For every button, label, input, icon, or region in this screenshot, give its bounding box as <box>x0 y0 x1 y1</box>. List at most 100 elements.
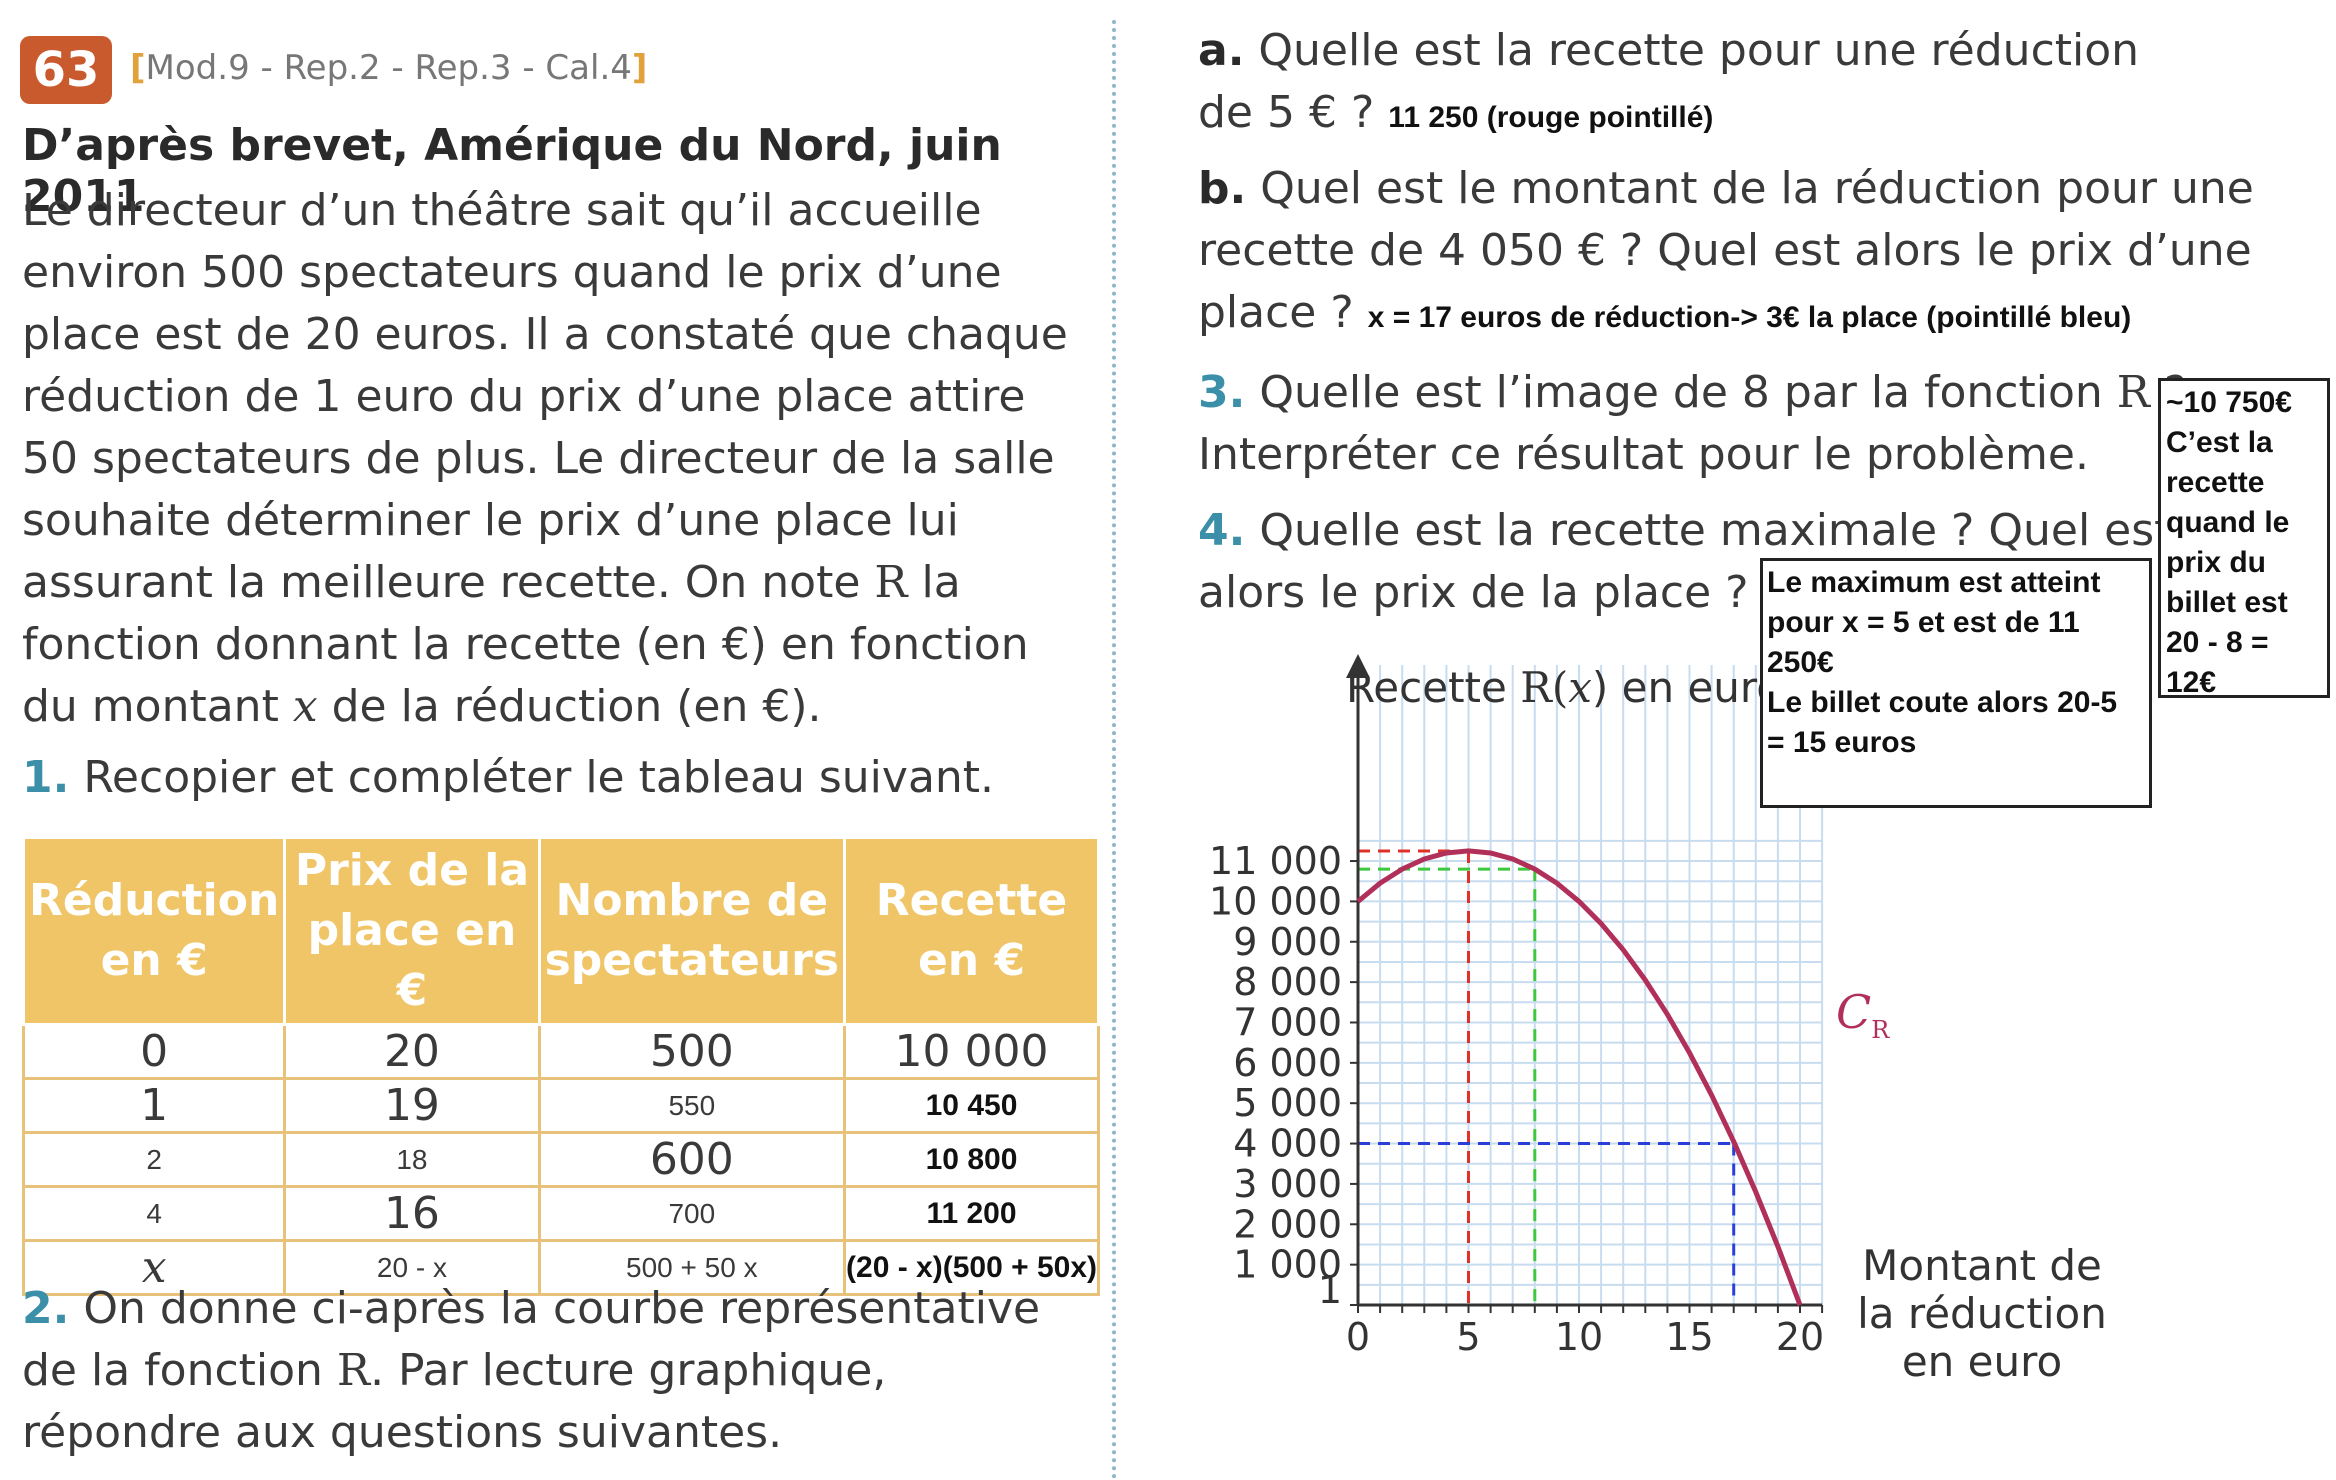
chart-grid <box>1357 665 1824 1306</box>
exercise-title: D’après brevet, Amérique du Nord, juin 2… <box>22 120 1002 222</box>
answer-4-line: = 15 euros <box>1767 726 1917 759</box>
question-4-text: Quelle est la recette maximale ? Quel es… <box>1198 505 2172 618</box>
answer-3-line: prix du <box>2166 546 2267 579</box>
question-3-text: Quelle est l’image de 8 par la fonction <box>1245 367 2117 418</box>
question-1-number: 1. <box>22 752 70 803</box>
table-cell: 1 <box>21 1077 287 1134</box>
table-row: 0 20 500 10 000 <box>21 1023 1100 1080</box>
table-cell-handwritten: 11 200 <box>843 1185 1100 1242</box>
table-cell: x <box>21 1239 287 1296</box>
question-4-number: 4. <box>1198 505 1246 556</box>
table-row: 2 18 600 10 800 <box>21 1131 1100 1188</box>
curve-label: CR <box>1836 985 1890 1044</box>
x-tick-label: 20 <box>1776 1315 1824 1359</box>
x-axis-label: Montant de la réduction en euro <box>1857 1241 2107 1386</box>
table-cell-handwritten: 20 - x <box>283 1239 541 1296</box>
x-tick-label: 0 <box>1346 1315 1370 1359</box>
y-tick-label: 4 000 <box>1233 1122 1342 1166</box>
y-tick-label: 10 000 <box>1209 879 1342 923</box>
exercise-number-badge: 63 <box>20 36 112 104</box>
question-1-text: Recopier et compléter le tableau suivant… <box>69 752 995 803</box>
x-tick-label: 10 <box>1555 1315 1603 1359</box>
answer-box-question-4: Le maximum est atteint pour x = 5 et est… <box>1760 558 2152 808</box>
function-symbol-R: R <box>2116 367 2150 418</box>
answer-box-question-3: ~10 750€ C’est la recette quand le prix … <box>2158 378 2330 699</box>
table-cell-handwritten: (20 - x)(500 + 50x) <box>843 1239 1100 1296</box>
answer-2a: 11 250 (rouge pointillé) <box>1388 101 1714 134</box>
question-2b-label: b. <box>1198 163 1247 214</box>
table-cell: 500 <box>537 1023 847 1080</box>
table-cell-handwritten: 700 <box>537 1185 847 1242</box>
header-spectators: Nombre de spectateurs <box>537 836 847 1026</box>
table-row: x 20 - x 500 + 50 x (20 - x)(500 + 50x) <box>21 1239 1100 1296</box>
question-2a: a. Quelle est la recette pour une réduct… <box>1198 20 2198 149</box>
function-symbol-R: R <box>874 557 908 608</box>
y-tick-label: 1 <box>1318 1268 1342 1312</box>
y-tick-label: 1 000 <box>1233 1243 1342 1287</box>
question-2a-text: Quelle est la recette pour une réduction… <box>1198 25 2140 138</box>
skill-references-text: Mod.9 - Rep.2 - Rep.3 - Cal.4 <box>145 48 632 88</box>
question-4: 4. Quelle est la recette maximale ? Quel… <box>1198 500 2198 624</box>
question-2: 2. On donne ci-après la courbe représent… <box>22 1278 1082 1464</box>
answer-4-line: pour x = 5 et est de 11 <box>1767 606 2080 639</box>
exercise-statement: Le directeur d’un théâtre sait qu’il acc… <box>22 180 1092 738</box>
answer-3-line: 20 - 8 = <box>2166 626 2269 659</box>
answer-3-line: quand le <box>2166 506 2290 539</box>
question-1: 1. Recopier et compléter le tableau suiv… <box>22 752 994 803</box>
table-cell: 16 <box>283 1185 541 1242</box>
table-cell: 600 <box>537 1131 847 1188</box>
question-2a-label: a. <box>1198 25 1245 76</box>
header-revenue: Recette en € <box>843 836 1100 1026</box>
table-cell-handwritten: 500 + 50 x <box>537 1239 847 1296</box>
answer-4-line: Le billet coute alors 20-5 <box>1767 686 2118 719</box>
table-cell: 20 <box>283 1023 541 1080</box>
x-axis-label-line-3: en euro <box>1902 1337 2062 1386</box>
x-tick-label: 15 <box>1665 1315 1713 1359</box>
answer-3-line: recette <box>2166 466 2265 499</box>
table-cell: 0 <box>21 1023 287 1080</box>
revenue-curve <box>1356 848 1803 1306</box>
y-tick-label: 3 000 <box>1233 1162 1342 1206</box>
question-2-number: 2. <box>22 1283 70 1334</box>
question-2b-text: Quel est le montant de la réduction pour… <box>1198 163 2254 338</box>
statement-part-2: la fonction donnant la recette (en €) en… <box>22 557 1029 732</box>
question-2b: b. Quel est le montant de la réduction p… <box>1198 158 2328 349</box>
y-tick-label: 9 000 <box>1233 920 1342 964</box>
question-3-text-end: ? Interpréter ce résultat pour le problè… <box>1198 367 2187 480</box>
table-cell-handwritten: 10 800 <box>843 1131 1100 1188</box>
statement-part-3: de la réduction (en €). <box>317 681 822 732</box>
variable-x: x <box>292 681 318 732</box>
skill-references: [Mod.9 - Rep.2 - Rep.3 - Cal.4] <box>130 48 648 88</box>
table-row: 1 19 550 10 450 <box>21 1077 1100 1134</box>
y-tick-label: 8 000 <box>1233 960 1342 1004</box>
column-divider <box>1112 20 1116 1480</box>
values-table: Réduction en € Prix de la place en € Nombr… <box>21 836 1100 1296</box>
header-price: Prix de la place en € <box>283 836 541 1026</box>
table-cell: 10 000 <box>843 1023 1100 1080</box>
chart-guides <box>1358 849 1736 1305</box>
question-3-number: 3. <box>1198 367 1246 418</box>
answer-3-line: 12€ <box>2166 666 2217 699</box>
answer-4-line: Le maximum est atteint <box>1767 566 2101 599</box>
y-tick-label: 11 000 <box>1209 839 1342 883</box>
answer-3-line: ~10 750€ <box>2166 386 2292 419</box>
y-tick-label: 6 000 <box>1233 1041 1342 1085</box>
y-tick-label: 2 000 <box>1233 1202 1342 1246</box>
chart-axes <box>1346 654 1823 1307</box>
question-2-text: On donne ci-après la courbe représentati… <box>22 1283 1041 1396</box>
function-symbol-R: R <box>336 1345 371 1396</box>
y-tick-label: 7 000 <box>1233 1000 1342 1044</box>
answer-4-line: 250€ <box>1767 646 1834 679</box>
table-row: 4 16 700 11 200 <box>21 1185 1100 1242</box>
x-axis-label-line-1: Montant de <box>1862 1241 2102 1290</box>
table-cell-handwritten: 10 450 <box>843 1077 1100 1134</box>
table-header-row: Réduction en € Prix de la place en € Nombr… <box>21 836 1100 1026</box>
table-cell-handwritten: 18 <box>283 1131 541 1188</box>
table-cell-handwritten: 4 <box>21 1185 287 1242</box>
question-3: 3. Quelle est l’image de 8 par la foncti… <box>1198 362 2198 486</box>
header-reduction: Réduction en € <box>21 836 287 1026</box>
question-2-text-end: . Par lecture graphique, répondre aux qu… <box>22 1345 887 1458</box>
answer-3-line: C’est la <box>2166 426 2273 459</box>
y-axis-label: Recette R(x) en euro <box>1346 663 1782 712</box>
